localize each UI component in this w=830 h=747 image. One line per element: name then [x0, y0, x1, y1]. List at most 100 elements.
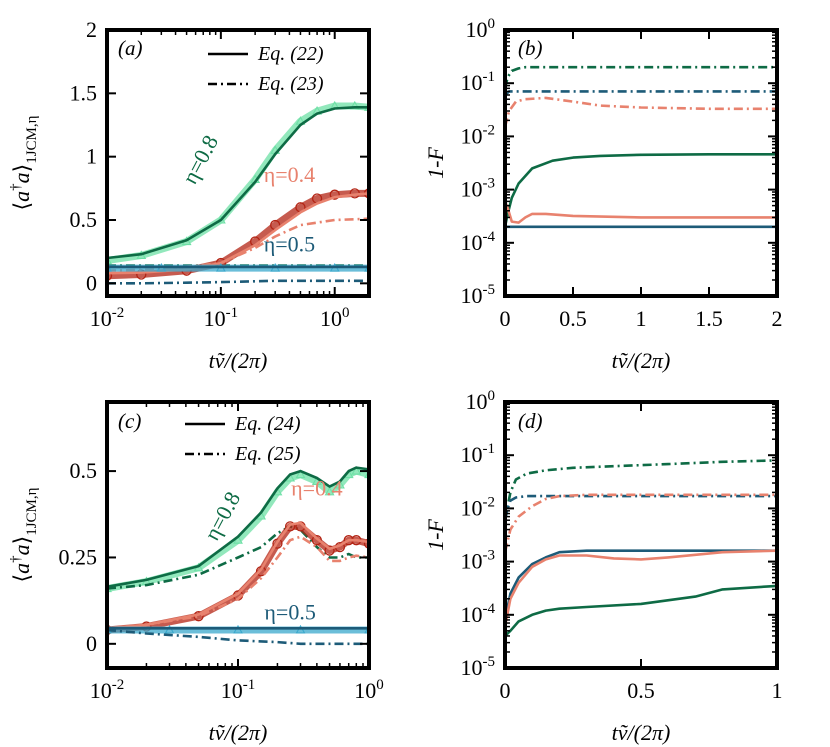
y-tick-label: 10-1	[461, 441, 496, 467]
y-axis-label-close: ⟩	[9, 536, 34, 545]
series-0-marker	[311, 476, 322, 486]
panel-label: (a)	[118, 36, 143, 60]
x-tick-label-base: 10	[90, 678, 112, 703]
series-8-dashdot-line	[107, 279, 369, 285]
y-tick-label-base: 10	[461, 70, 483, 95]
y-tick-label-base: 10	[466, 389, 488, 414]
y-tick-label-base: 10	[461, 602, 483, 627]
y-tick-label: 10-1	[461, 69, 496, 95]
x-tick-label-base: 10	[320, 306, 342, 331]
series-0-dashdot-line	[505, 459, 777, 521]
x-axis-label: tṽ/(2π)	[209, 348, 268, 373]
series-1-solid-line	[107, 106, 369, 260]
series-5-solid-line	[505, 584, 777, 637]
eta-annotation: η=0.5	[264, 232, 315, 257]
series-1-dashdot-line	[505, 494, 777, 521]
x-tick-label: 0	[500, 306, 511, 331]
y-tick-label: 0.25	[59, 544, 98, 569]
y-axis-label: 1-F	[423, 147, 448, 179]
y-tick-label-exp: -3	[483, 548, 496, 564]
x-tick-label: 1	[772, 678, 783, 703]
series-0-marker	[324, 486, 335, 496]
plot-area	[107, 465, 369, 646]
y-tick-label-base: 10	[461, 177, 483, 202]
x-tick-label: 0.5	[559, 306, 587, 331]
x-tick-label: 100	[354, 677, 384, 703]
y-axis-label: 1-F	[423, 519, 448, 551]
y-tick-label: 1	[86, 144, 97, 169]
y-axis-label-a2: a	[9, 544, 34, 555]
y-tick-label-exp: 0	[488, 16, 496, 32]
series-2-dashdot-line	[107, 525, 369, 590]
y-tick-label-base: 10	[461, 123, 483, 148]
series-0-marker	[351, 465, 362, 475]
x-tick-label: 0.5	[627, 678, 655, 703]
x-tick-label-exp: -2	[112, 305, 125, 321]
y-tick-label: 10-2	[461, 122, 496, 148]
x-axis-label: tṽ/(2π)	[209, 720, 268, 745]
x-tick-label-exp: 0	[376, 677, 384, 693]
series-5-dashdot-line	[107, 217, 369, 272]
series-0-marker	[334, 479, 345, 489]
y-axis-label-a2: a	[9, 172, 34, 183]
series-0-exact-line	[107, 467, 369, 592]
legend-label: Eq. (22)	[257, 43, 324, 65]
y-axis-label-dagger: †	[8, 183, 24, 191]
panel-label: (c)	[118, 409, 141, 433]
x-tick-label-base: 10	[204, 306, 226, 331]
y-tick-label: 10-4	[461, 601, 496, 627]
y-tick-label-exp: -1	[483, 69, 496, 85]
y-tick-label: 0.5	[70, 458, 98, 483]
y-tick-label: 2	[86, 17, 97, 42]
axes-frame	[503, 400, 779, 670]
y-tick-label-exp: -1	[483, 441, 496, 457]
series-4-solid-line	[107, 192, 369, 275]
y-tick-label: 10-5	[461, 282, 496, 308]
y-tick-label-exp: -5	[483, 282, 496, 298]
legend-label: Eq. (25)	[234, 443, 301, 465]
y-axis-label-close: ⟩	[9, 164, 34, 173]
y-tick-label-base: 10	[461, 442, 483, 467]
axes-frame	[105, 28, 371, 298]
y-tick-label-base: 10	[461, 230, 483, 255]
panel-d: 0 0.5 110-510-410-310-210-1100tṽ/(2π)1-F(d…	[423, 388, 783, 745]
y-tick-label-exp: -2	[483, 494, 496, 510]
y-tick-label: 0	[86, 270, 97, 295]
series-3-marker	[272, 538, 283, 549]
y-tick-label-exp: -2	[483, 122, 496, 138]
y-axis-label-open: ⟨	[9, 574, 34, 583]
panel-a: 10-2 10-1 10000.511.52tṽ/(2π)⟨a†a⟩1JCM,η(a…	[8, 17, 371, 373]
series-3-marker	[324, 545, 335, 556]
series-0-marker	[349, 100, 360, 110]
eta-annotation: η=0.5	[264, 600, 315, 625]
x-axis-label: tṽ/(2π)	[612, 720, 671, 745]
y-axis-label-dagger: †	[8, 555, 24, 563]
series-3-solid-line	[505, 153, 777, 228]
x-tick-label: 100	[320, 305, 350, 331]
y-axis-label-open: ⟨	[9, 202, 34, 211]
y-axis-label-a1: a	[9, 191, 34, 202]
series-8-dashdot-line	[107, 628, 369, 646]
x-tick-label-base: 10	[90, 306, 112, 331]
y-tick-label-base: 10	[461, 549, 483, 574]
series-4-solid-line	[505, 549, 777, 627]
y-tick-label: 10-3	[461, 548, 496, 574]
y-axis-label: ⟨a†a⟩1JCM,η	[8, 487, 40, 582]
y-tick-label: 1.5	[70, 80, 98, 105]
x-axis-label: tṽ/(2π)	[612, 348, 671, 373]
y-tick-label-exp: 0	[488, 388, 496, 404]
y-tick-label: 10-4	[461, 229, 496, 255]
y-tick-label-base: 10	[461, 283, 483, 308]
series-3-marker	[329, 189, 340, 200]
y-axis-label-a1: a	[9, 563, 34, 574]
x-tick-label-exp: -1	[243, 677, 256, 693]
x-tick-label: 1	[636, 306, 647, 331]
series-0-marker	[295, 469, 306, 479]
y-tick-label-exp: -5	[483, 654, 496, 670]
series-1-solid-line	[107, 466, 369, 589]
plot-area	[505, 65, 777, 229]
x-tick-label: 2	[772, 306, 783, 331]
y-tick-label-exp: -4	[483, 601, 496, 617]
eta-annotation: η=0.4	[264, 162, 315, 187]
y-tick-label: 0.5	[70, 207, 98, 232]
